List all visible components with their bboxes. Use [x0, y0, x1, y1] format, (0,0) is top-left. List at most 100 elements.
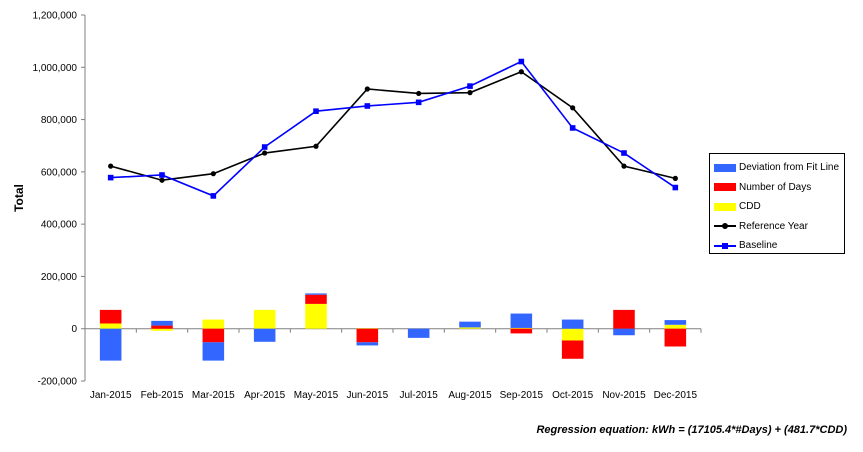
point-reference-year — [467, 90, 473, 96]
y-axis-label: Total — [12, 184, 26, 212]
chart-bars — [99, 293, 687, 361]
bar-number-of-days — [99, 309, 122, 324]
x-tick-label: Nov-2015 — [602, 390, 646, 401]
y-tick-label: -200,000 — [38, 377, 78, 388]
legend-item-deviation-from-fit-line: Deviation from Fit Line — [714, 158, 844, 178]
point-reference-year — [621, 163, 627, 169]
bar-deviation-from-fit-line — [253, 328, 276, 342]
point-reference-year — [518, 69, 524, 75]
regression-equation: Regression equation: kWh = (17105.4*#Day… — [536, 424, 847, 436]
bar-deviation-from-fit-line — [613, 328, 635, 336]
legend: Deviation from Fit Line Number of Days CDD… — [709, 153, 845, 254]
x-tick-label: Jul-2015 — [399, 390, 438, 401]
y-tick-label: 1,000,000 — [33, 63, 78, 74]
y-tick-label: 0 — [71, 324, 77, 335]
y-tick-label: 200,000 — [41, 272, 78, 283]
bar-number-of-days — [202, 328, 225, 343]
bar-deviation-from-fit-line — [664, 320, 687, 325]
bar-cdd — [202, 319, 225, 329]
bar-cdd — [664, 324, 687, 329]
legend-item-number-of-days: Number of Days — [714, 178, 844, 198]
bar-number-of-days — [613, 309, 635, 329]
bar-cdd — [510, 327, 533, 329]
point-baseline — [261, 144, 268, 150]
x-tick-label: Dec-2015 — [654, 390, 698, 401]
legend-swatch — [714, 241, 736, 251]
bar-deviation-from-fit-line — [561, 319, 584, 329]
bar-deviation-from-fit-line — [407, 328, 430, 338]
point-baseline — [467, 83, 473, 89]
bar-cdd — [356, 328, 379, 329]
point-reference-year — [570, 105, 576, 111]
y-tick-label: 800,000 — [41, 115, 78, 126]
point-baseline — [313, 108, 319, 115]
point-reference-year — [364, 86, 370, 92]
x-tick-label: Aug-2015 — [448, 390, 492, 401]
bar-cdd — [459, 327, 481, 329]
point-reference-year — [416, 90, 422, 97]
line-baseline — [110, 60, 676, 197]
point-baseline — [672, 184, 679, 191]
legend-label: CDD — [739, 201, 761, 213]
bar-number-of-days — [510, 328, 533, 334]
chart-labels: -200,000 0 200,000 400,000 600,000 800,000 1,0… — [33, 11, 698, 402]
bar-cdd — [561, 328, 584, 341]
bar-cdd — [305, 303, 327, 329]
bar-number-of-days — [561, 340, 584, 359]
legend-label: Reference Year — [739, 220, 808, 232]
point-baseline — [518, 58, 525, 65]
y-tick-label: 1,200,000 — [33, 11, 78, 22]
legend-swatch — [714, 183, 736, 192]
bar-cdd — [151, 328, 173, 331]
y-tick-label: 600,000 — [41, 167, 78, 178]
x-tick-label: Feb-2015 — [141, 390, 184, 401]
legend-label: Deviation from Fit Line — [739, 162, 840, 174]
legend-label: Number of Days — [739, 181, 812, 193]
point-baseline — [415, 99, 422, 106]
chart-axes — [81, 14, 702, 382]
bar-deviation-from-fit-line — [202, 342, 225, 361]
point-reference-year — [108, 163, 114, 169]
bar-deviation-from-fit-line — [459, 321, 481, 328]
legend-swatch — [714, 163, 736, 172]
chart-lines — [107, 58, 679, 199]
legend-label: Baseline — [739, 240, 778, 252]
bar-number-of-days — [151, 325, 173, 329]
bar-number-of-days — [664, 328, 687, 347]
x-tick-label: May-2015 — [294, 390, 339, 401]
bar-deviation-from-fit-line — [356, 342, 379, 346]
bar-deviation-from-fit-line — [99, 328, 122, 361]
point-reference-year — [262, 150, 268, 156]
point-baseline — [621, 150, 627, 156]
legend-item-cdd: CDD — [714, 197, 844, 217]
line-reference-year — [110, 70, 676, 182]
point-reference-year — [210, 171, 216, 177]
bar-cdd — [99, 323, 122, 329]
point-baseline — [364, 103, 371, 109]
bar-number-of-days — [356, 328, 379, 343]
point-reference-year — [313, 143, 319, 149]
x-tick-label: Mar-2015 — [192, 390, 235, 401]
point-baseline — [210, 193, 217, 199]
bar-cdd — [253, 309, 276, 329]
bar-number-of-days — [305, 294, 327, 304]
legend-swatch — [714, 202, 736, 211]
x-tick-label: Oct-2015 — [552, 390, 594, 401]
legend-item-baseline: Baseline — [714, 236, 844, 256]
point-baseline — [107, 174, 114, 181]
point-baseline — [569, 125, 576, 131]
y-tick-label: 400,000 — [41, 220, 78, 231]
x-tick-label: Jan-2015 — [90, 390, 132, 401]
x-tick-label: Sep-2015 — [500, 390, 544, 401]
legend-swatch — [714, 221, 736, 231]
point-baseline — [159, 172, 165, 178]
legend-item-reference-year: Reference Year — [714, 217, 844, 237]
x-tick-label: Apr-2015 — [244, 390, 286, 401]
bar-deviation-from-fit-line — [305, 293, 327, 295]
point-reference-year — [672, 175, 678, 181]
point-reference-year — [159, 177, 165, 183]
bar-deviation-from-fit-line — [151, 320, 173, 326]
x-tick-label: Jun-2015 — [346, 390, 388, 401]
bar-deviation-from-fit-line — [510, 313, 533, 328]
